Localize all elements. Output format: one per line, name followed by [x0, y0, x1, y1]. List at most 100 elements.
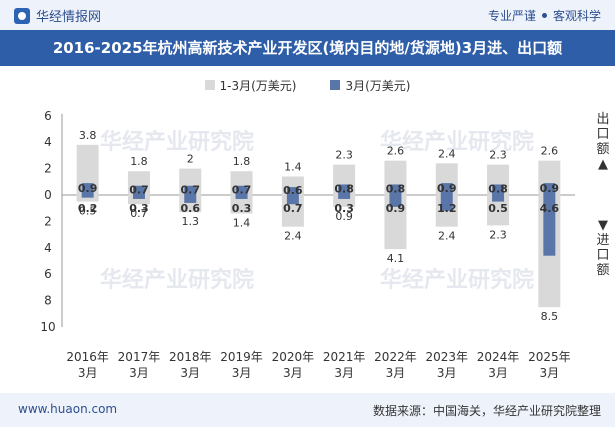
legend-swatch-ytd — [204, 80, 215, 90]
y-tick-label: 6 — [44, 267, 52, 281]
bar-month-export — [440, 183, 453, 195]
y-tick-label: 2 — [44, 162, 52, 176]
x-tick-label: 3月 — [78, 366, 98, 380]
bar-month-import — [184, 195, 197, 203]
data-label-month-export: 0.6 — [283, 184, 303, 197]
footer-website[interactable]: www.huaon.com — [18, 402, 118, 416]
bar-month-export — [184, 185, 197, 195]
data-label-month-import: 1.2 — [437, 202, 457, 215]
data-label-month-import: 0.3 — [334, 202, 354, 215]
data-label-ytd-export: 1.4 — [284, 161, 302, 174]
y-tick-label: 2 — [44, 214, 52, 228]
data-label-ytd-import: 2.4 — [438, 230, 456, 243]
x-tick-label: 2025年 — [528, 350, 571, 364]
data-label-month-import: 0.9 — [386, 202, 406, 215]
data-label-ytd-import: 2.4 — [284, 230, 302, 243]
bar-month-export — [338, 184, 351, 195]
data-label-ytd-export: 2 — [187, 153, 194, 166]
data-label-month-import: 0.3 — [232, 202, 252, 215]
bar-ytd-import — [384, 195, 407, 250]
slogan: 专业严谨 客观科学 — [488, 7, 601, 24]
brand[interactable]: 华经情报网 — [14, 6, 101, 25]
legend-item-month[interactable]: 3月(万美元) — [330, 76, 410, 94]
bar-month-import — [81, 195, 94, 198]
x-tick-label: 3月 — [334, 366, 354, 380]
data-label-ytd-import: 0.7 — [130, 207, 148, 220]
x-tick-label: 2016年 — [66, 350, 109, 364]
data-label-month-export: 0.8 — [488, 183, 508, 196]
legend-swatch-month — [330, 80, 341, 90]
x-tick-label: 3月 — [232, 366, 252, 380]
x-tick-label: 2020年 — [272, 350, 315, 364]
x-tick-label: 3月 — [386, 366, 406, 380]
bar-ytd-import — [76, 195, 99, 202]
bar-month-export — [132, 185, 145, 195]
bar-month-export — [81, 183, 94, 195]
data-label-ytd-export: 3.8 — [79, 129, 97, 142]
data-label-month-import: 0.3 — [129, 202, 149, 215]
bar-ytd-import — [333, 195, 356, 207]
bar-month-import — [286, 195, 299, 205]
data-label-month-import: 0.5 — [488, 202, 508, 215]
y-tick-label: 6 — [44, 109, 52, 123]
data-label-ytd-export: 2.6 — [387, 145, 405, 158]
bar-month-import — [440, 195, 453, 211]
data-label-ytd-import: 1.4 — [233, 216, 251, 229]
y-tick-label: 0 — [44, 188, 52, 202]
x-tick-label: 2024年 — [477, 350, 520, 364]
bar-month-import — [389, 195, 402, 207]
slogan-right: 客观科学 — [552, 9, 601, 23]
data-label-month-export: 0.7 — [129, 183, 149, 196]
data-label-month-import: 0.6 — [181, 202, 201, 215]
y-tick-label: 10 — [40, 320, 55, 334]
bar-month-export — [492, 184, 505, 195]
import-axis-label: ▼ 进口额 — [596, 218, 610, 278]
y-tick-label: 4 — [44, 241, 52, 255]
bar-month-export — [286, 187, 299, 195]
data-label-month-import: 0.7 — [283, 202, 303, 215]
x-tick-label: 2017年 — [118, 350, 161, 364]
top-bar: 华经情报网 专业严谨 客观科学 — [0, 0, 615, 30]
data-label-ytd-import: 1.3 — [182, 215, 200, 228]
bar-month-import — [235, 195, 248, 199]
x-tick-label: 3月 — [437, 366, 457, 380]
footer: www.huaon.com 数据来源：中国海关，华经产业研究院整理 — [0, 393, 615, 427]
legend-label-ytd: 1-3月(万美元) — [219, 78, 297, 93]
data-label-ytd-export: 2.3 — [489, 149, 507, 162]
data-label-month-export: 0.9 — [540, 182, 560, 195]
data-label-ytd-import: 8.5 — [541, 310, 559, 323]
data-label-ytd-import: 0.5 — [79, 205, 97, 218]
bar-month-export — [543, 183, 556, 195]
data-label-month-export: 0.7 — [181, 183, 201, 196]
data-label-ytd-export: 2.4 — [438, 147, 456, 160]
bar-month-export — [235, 185, 248, 195]
legend-item-ytd[interactable]: 1-3月(万美元) — [204, 76, 297, 94]
y-tick-label: 8 — [44, 294, 52, 308]
bar-month-import — [338, 195, 351, 199]
footer-source: 数据来源：中国海关，华经产业研究院整理 — [372, 404, 601, 418]
x-tick-label: 2022年 — [374, 350, 417, 364]
data-label-ytd-export: 2.6 — [541, 145, 559, 158]
bar-month-import — [132, 195, 145, 199]
data-label-month-export: 0.7 — [232, 183, 252, 196]
data-label-ytd-export: 1.8 — [233, 155, 251, 168]
data-label-ytd-import: 0.9 — [335, 210, 353, 223]
bar-ytd-import — [230, 195, 253, 214]
bar-month-export — [389, 184, 402, 195]
data-label-month-export: 0.8 — [334, 183, 354, 196]
x-tick-label: 3月 — [540, 366, 560, 380]
data-label-month-import: 4.6 — [540, 202, 560, 215]
bar-ytd-import — [487, 195, 510, 226]
y-tick-label: 4 — [44, 135, 52, 149]
data-label-ytd-import: 2.3 — [489, 228, 507, 241]
x-tick-label: 3月 — [180, 366, 200, 380]
chart-legend: 1-3月(万美元) 3月(万美元) — [0, 76, 615, 94]
legend-label-month: 3月(万美元) — [345, 78, 411, 93]
brand-name: 华经情报网 — [36, 10, 102, 25]
x-tick-label: 3月 — [129, 366, 149, 380]
brand-logo-icon — [14, 7, 30, 24]
x-tick-label: 2023年 — [425, 350, 468, 364]
data-label-ytd-import: 4.1 — [387, 252, 405, 265]
x-tick-label: 2018年 — [169, 350, 212, 364]
